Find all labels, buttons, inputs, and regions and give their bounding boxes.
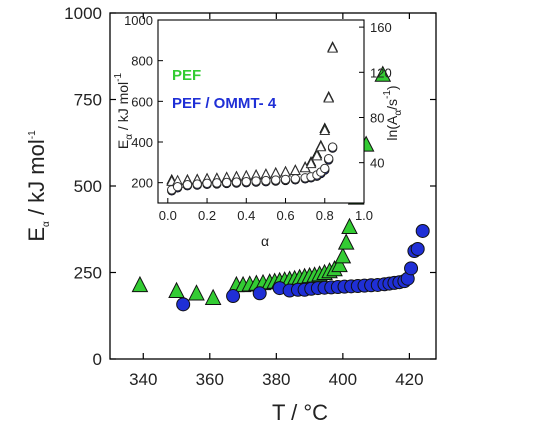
main-y-axis-title-subscript: α: [41, 221, 52, 227]
inset-point-s2-17: [315, 140, 327, 152]
inset-y-axis-title-unit: / kJ mol: [115, 82, 131, 134]
main-plot: 340 360 380 400 420 0 250 500 750 1000 T / °C Eα…: [24, 4, 437, 425]
inset-point-s3-5: [212, 178, 222, 188]
inset-y-tick-label-200: 200: [131, 176, 153, 191]
inset-y2-tick-label-40: 40: [370, 156, 384, 171]
main-y-axis-title: Eα / kJ mol-1: [24, 130, 52, 242]
inset-point-s3-7: [231, 177, 242, 187]
main-x-tick-label-420: 420: [395, 370, 423, 389]
inset-x-tick-label-0: 0.0: [159, 208, 177, 223]
inset-point-s3-4: [202, 178, 212, 188]
main-y-tick-label-1000: 1000: [64, 4, 102, 23]
inset-y-axis-title-superscript: -1: [113, 72, 124, 81]
inset-y2-axis-title-symbol: ln(A: [384, 115, 400, 141]
inset-point-s3-9: [251, 176, 261, 186]
inset-y-tick-label-1000: 1000: [124, 13, 153, 28]
inset-y-tick-labels: 200 400 600 800 1000: [124, 13, 153, 191]
inset-x-tick-label-0-6: 0.6: [276, 208, 294, 223]
inset-x-tick-label-0-4: 0.4: [237, 208, 255, 223]
main-point-s1-2: [252, 286, 267, 301]
inset-point-s3-6: [221, 177, 232, 188]
inset-point-s3-10: [261, 175, 271, 186]
inset-x-axis-title: α: [261, 233, 269, 249]
main-point-s1-0: [176, 297, 191, 312]
main-point-s0-24: [334, 247, 352, 264]
inset-y2-tick-labels: 40 80 120 160: [370, 20, 392, 171]
main-point-s0-29: [374, 65, 392, 82]
inset-point-s3-11: [271, 175, 281, 185]
inset-x-tick-label-1: 1.0: [355, 208, 373, 223]
inset-plot: 0.0 0.2 0.4 0.6 0.8 1.0 200 400 600 800 1000 40 80…: [113, 13, 404, 249]
main-y-tick-label-750: 750: [74, 91, 102, 110]
main-y-tick-labels: 0 250 500 750 1000: [64, 4, 102, 369]
main-x-axis-title: T / °C: [272, 400, 328, 425]
inset-point-s3-18: [320, 163, 330, 174]
inset-y2-axis-title-close: ): [384, 85, 400, 90]
main-point-s1-27: [415, 223, 430, 238]
main-ticks-layer: [110, 12, 436, 360]
inset-point-s2-15: [305, 157, 317, 169]
main-data-layer: [131, 65, 430, 312]
inset-ticks-layer: [158, 19, 365, 203]
inset-point-s3-8: [241, 176, 251, 187]
inset-point-s2-19: [323, 91, 335, 103]
inset-y-axis-title: Eα / kJ mol-1: [113, 72, 135, 149]
main-point-s0-0: [131, 275, 149, 293]
inset-y-tick-label-400: 400: [131, 135, 153, 150]
main-point-s0-2: [188, 284, 205, 301]
main-point-s0-26: [341, 217, 358, 235]
inset-y2-tick-label-120: 120: [370, 65, 392, 80]
inset-point-s2-18: [319, 124, 331, 135]
inset-legend: PEF PEF / OMMT- 4: [172, 67, 277, 112]
inset-point-s2-16: [311, 149, 323, 161]
main-y-tick-label-250: 250: [74, 264, 102, 283]
main-point-s0-23: [331, 255, 348, 273]
main-point-s0-1: [168, 281, 185, 299]
inset-y-axis-title-symbol: E: [115, 140, 131, 149]
inset-y2-axis-title-unit: /s: [384, 99, 400, 110]
inset-data-layer: [166, 41, 339, 196]
main-y-axis-title-unit: / kJ mol: [24, 139, 49, 221]
main-point-s1-26: [410, 241, 425, 256]
main-y-axis-title-symbol: E: [24, 227, 49, 242]
main-x-tick-label-360: 360: [196, 370, 224, 389]
inset-x-tick-labels: 0.0 0.2 0.4 0.6 0.8 1.0: [159, 208, 373, 223]
inset-y2-axis-title-superscript: -1: [382, 90, 393, 99]
main-x-tick-labels: 340 360 380 400 420: [129, 370, 423, 389]
main-point-s1-1: [226, 289, 241, 304]
inset-point-s2-20: [327, 42, 339, 53]
inset-y2-tick-label-160: 160: [370, 20, 392, 35]
inset-y2-axis-title: ln(Aα/s-1): [382, 85, 404, 140]
main-point-s0-25: [337, 233, 355, 250]
main-x-tick-label-380: 380: [262, 370, 290, 389]
inset-y-tick-label-600: 600: [131, 94, 153, 109]
inset-point-s3-19: [323, 153, 334, 164]
inset-y2-tick-label-80: 80: [370, 110, 384, 125]
inset-point-s3-2: [182, 180, 193, 190]
inset-point-s3-1: [172, 182, 183, 192]
main-x-tick-label-340: 340: [129, 370, 157, 389]
inset-point-s3-12: [280, 174, 291, 185]
inset-plot-frame: [157, 19, 365, 204]
main-x-tick-label-400: 400: [329, 370, 357, 389]
inset-point-s3-20: [327, 142, 338, 152]
main-point-s1-24: [404, 261, 419, 276]
legend-entry-pef: PEF: [172, 67, 201, 84]
inset-x-tick-label-0-8: 0.8: [316, 208, 334, 223]
legend-entry-pef-ommt: PEF / OMMT- 4: [172, 95, 277, 112]
inset-point-s3-3: [192, 179, 202, 189]
inset-y-axis-title-subscript: α: [124, 134, 135, 140]
inset-y-tick-label-800: 800: [131, 54, 153, 69]
main-y-tick-label-0: 0: [93, 350, 102, 369]
inset-point-s3-13: [290, 174, 301, 184]
main-y-tick-label-500: 500: [74, 177, 102, 196]
main-point-s0-3: [204, 288, 222, 305]
inset-y2-axis-title-subscript: α: [393, 110, 404, 116]
main-y-axis-title-superscript: -1: [27, 130, 38, 139]
inset-x-tick-label-0-2: 0.2: [198, 208, 216, 223]
